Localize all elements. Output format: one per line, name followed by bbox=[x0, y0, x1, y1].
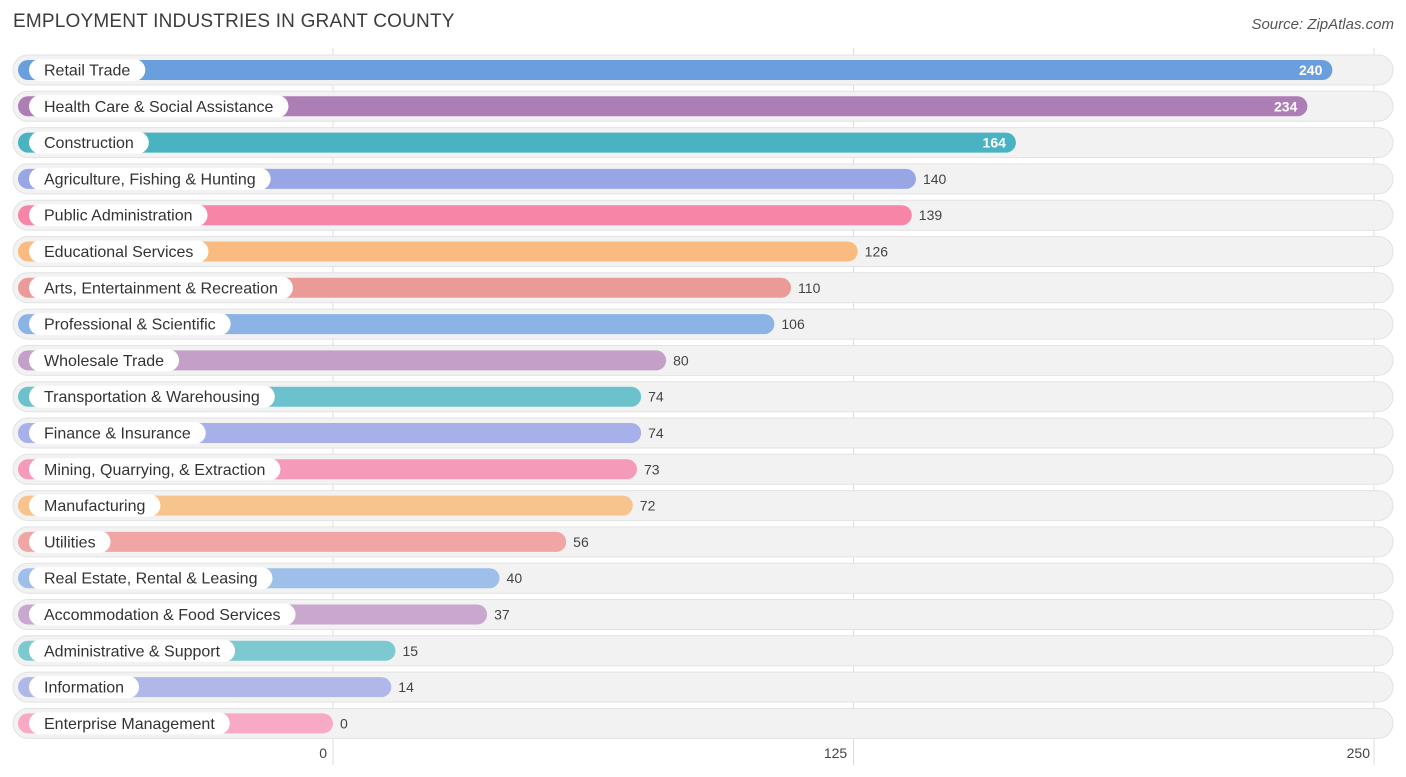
bar bbox=[18, 531, 567, 552]
value-label: 56 bbox=[573, 534, 589, 550]
bar-label-pill bbox=[29, 131, 149, 154]
value-label: 140 bbox=[923, 171, 947, 187]
value-label: 106 bbox=[781, 316, 805, 332]
bar bbox=[18, 350, 667, 371]
bar-row: Administrative & Support 15 bbox=[12, 635, 1394, 667]
value-label: 72 bbox=[640, 498, 656, 514]
bar-label-pill bbox=[29, 167, 271, 190]
category-label: Arts, Entertainment & Recreation bbox=[44, 280, 278, 297]
bar bbox=[18, 132, 1016, 153]
bar-row: Professional & Scientific 106 bbox=[12, 308, 1394, 340]
category-label: Wholesale Trade bbox=[44, 353, 164, 370]
value-label: 74 bbox=[648, 425, 664, 441]
bar-label-pill bbox=[29, 349, 180, 372]
bar-label-pill bbox=[29, 313, 231, 336]
value-label: 74 bbox=[648, 389, 664, 405]
chart-source: Source: ZipAtlas.com bbox=[1251, 16, 1394, 33]
bar-row: Accommodation & Food Services 37 bbox=[12, 599, 1394, 630]
bar-label-pill bbox=[29, 639, 236, 662]
bars-layer: Retail Trade 240 Health Care & Social Assi… bbox=[12, 54, 1394, 739]
category-label: Professional & Scientific bbox=[44, 317, 216, 334]
chart-title: EMPLOYMENT INDUSTRIES IN GRANT COUNTY bbox=[13, 11, 455, 32]
bar-label-pill bbox=[29, 204, 208, 227]
bar-label-pill bbox=[29, 567, 273, 590]
category-label: Mining, Quarrying, & Extraction bbox=[44, 462, 265, 479]
value-label: 240 bbox=[1299, 62, 1323, 78]
bar-row: Construction 164 bbox=[12, 127, 1394, 159]
category-label: Construction bbox=[44, 135, 134, 152]
bar-label-pill bbox=[29, 676, 140, 699]
bar-label-pill bbox=[29, 494, 161, 517]
bar-row: Agriculture, Fishing & Hunting 140 bbox=[12, 163, 1394, 195]
bar-label-pill bbox=[29, 458, 281, 481]
value-label: 234 bbox=[1274, 98, 1298, 114]
bar-row: Transportation & Warehousing 74 bbox=[12, 381, 1394, 413]
category-label: Public Administration bbox=[44, 208, 193, 225]
category-label: Health Care & Social Assistance bbox=[44, 99, 274, 116]
value-label: 40 bbox=[507, 570, 523, 586]
category-label: Finance & Insurance bbox=[44, 426, 191, 443]
x-tick-label: 125 bbox=[824, 745, 848, 761]
value-label: 15 bbox=[402, 643, 418, 659]
bar bbox=[18, 96, 1308, 117]
bar-label-pill bbox=[29, 385, 275, 408]
bar-row: Manufacturing 72 bbox=[12, 490, 1394, 522]
bar-row: Mining, Quarrying, & Extraction 73 bbox=[12, 453, 1394, 485]
x-tick-label: 250 bbox=[1347, 745, 1371, 761]
bar-row: Enterprise Management 0 bbox=[12, 707, 1394, 739]
value-label: 126 bbox=[865, 244, 889, 260]
bar-row: Public Administration 139 bbox=[12, 199, 1394, 231]
bar-label-pill bbox=[29, 95, 289, 118]
bar-row: Finance & Insurance 74 bbox=[12, 417, 1394, 449]
value-label: 110 bbox=[798, 280, 821, 296]
bar-row: Retail Trade 240 bbox=[12, 54, 1394, 86]
category-label: Manufacturing bbox=[44, 498, 145, 515]
bar-row: Health Care & Social Assistance 234 bbox=[12, 90, 1394, 122]
bar-label-pill bbox=[29, 276, 293, 299]
value-label: 80 bbox=[673, 352, 689, 368]
bar bbox=[18, 495, 633, 516]
category-label: Accommodation & Food Services bbox=[44, 607, 281, 624]
bar bbox=[18, 60, 1333, 80]
bar-label-pill bbox=[29, 240, 209, 263]
category-label: Enterprise Management bbox=[44, 716, 215, 733]
bar-label-pill bbox=[29, 59, 146, 81]
bar-row: Real Estate, Rental & Leasing 40 bbox=[12, 562, 1394, 594]
bar bbox=[18, 241, 858, 262]
bar-row: Arts, Entertainment & Recreation 110 bbox=[12, 272, 1394, 304]
value-label: 14 bbox=[398, 679, 414, 695]
category-label: Administrative & Support bbox=[44, 643, 221, 660]
category-label: Agriculture, Fishing & Hunting bbox=[44, 171, 256, 188]
category-label: Real Estate, Rental & Leasing bbox=[44, 571, 257, 588]
x-tick-label: 0 bbox=[319, 745, 327, 761]
bar-label-pill bbox=[29, 712, 230, 735]
category-label: Utilities bbox=[44, 534, 96, 551]
bar-row: Information 14 bbox=[12, 671, 1394, 703]
bar-track bbox=[12, 707, 1394, 739]
value-label: 0 bbox=[340, 715, 348, 731]
bar-row: Utilities 56 bbox=[12, 526, 1394, 558]
value-label: 37 bbox=[494, 607, 510, 623]
value-label: 73 bbox=[644, 461, 660, 477]
bar-row: Wholesale Trade 80 bbox=[12, 344, 1394, 376]
bar-label-pill bbox=[29, 422, 206, 444]
category-label: Retail Trade bbox=[44, 63, 130, 80]
bar-row: Educational Services 126 bbox=[12, 236, 1394, 267]
category-label: Transportation & Warehousing bbox=[44, 389, 260, 406]
bar-label-pill bbox=[29, 530, 111, 553]
x-axis-ticks: 0 125 250 bbox=[319, 745, 1370, 761]
category-label: Educational Services bbox=[44, 244, 193, 261]
value-label: 139 bbox=[919, 207, 943, 223]
bar-label-pill bbox=[29, 603, 296, 626]
bar bbox=[18, 205, 912, 226]
category-label: Information bbox=[44, 680, 124, 697]
value-label: 164 bbox=[983, 135, 1007, 151]
